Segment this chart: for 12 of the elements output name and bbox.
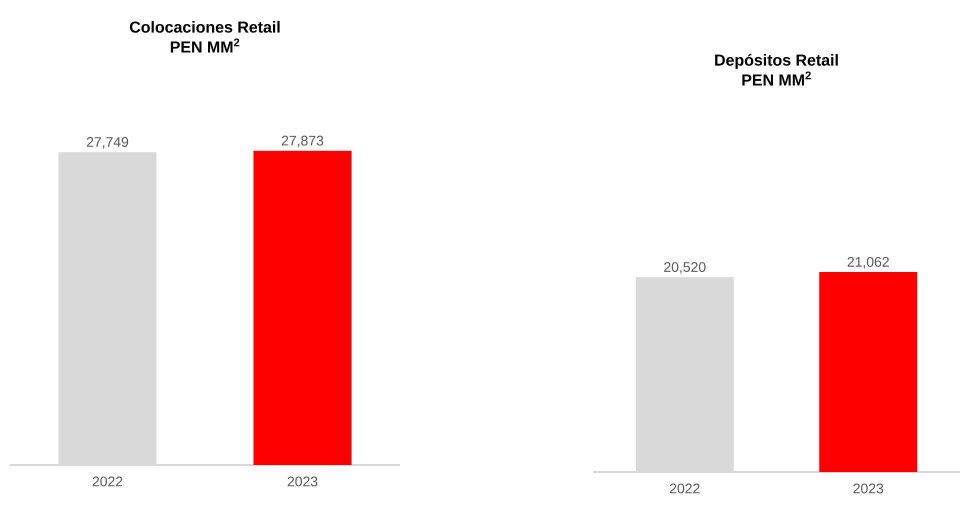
x-tick-label: 2022: [92, 476, 122, 486]
data-label: 20,520: [664, 262, 706, 274]
data-label: 21,062: [848, 256, 889, 268]
data-label: 27,749: [86, 137, 128, 149]
data-label: 27,873: [282, 136, 324, 148]
x-tick-label: 2023: [853, 484, 884, 494]
x-tick-label: 2022: [670, 484, 700, 494]
chart-subtitle: PEN MM$^{2}$: [170, 38, 240, 52]
chart-title: Depósitos Retail: [715, 54, 838, 69]
x-tick-label: 2023: [288, 476, 318, 486]
chart-subtitle: PEN MM$^{2}$: [742, 71, 811, 86]
chart-title: Colocaciones Retail: [130, 21, 280, 33]
